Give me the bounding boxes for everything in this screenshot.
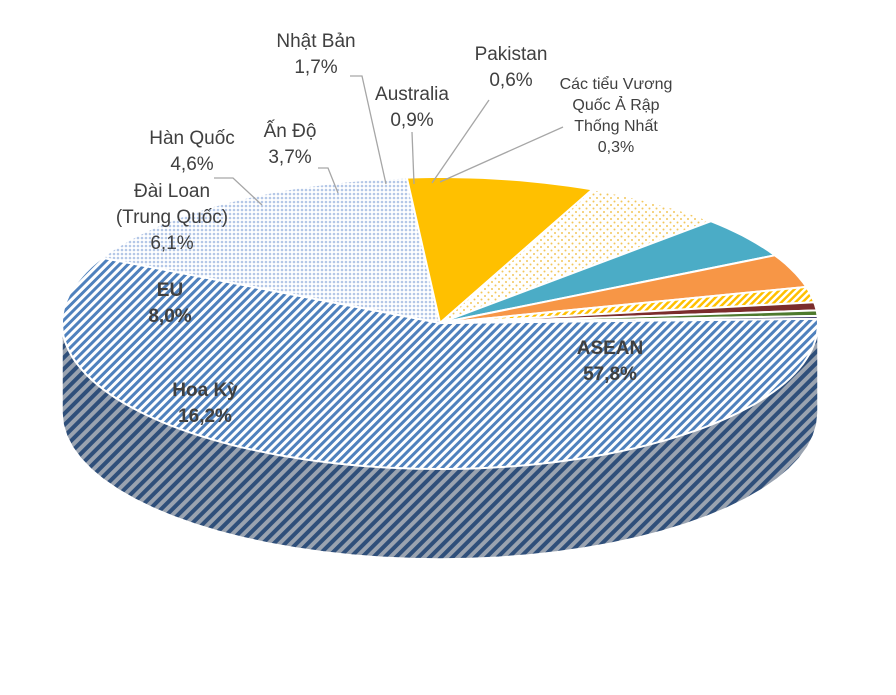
slice-name: Đài Loan bbox=[134, 181, 210, 202]
leader-line bbox=[439, 126, 564, 183]
pie-slice-hoa-k- bbox=[99, 176, 442, 325]
slice-name: Hoa Kỳ bbox=[172, 380, 238, 401]
slice-value: 8,0% bbox=[148, 306, 191, 327]
pie-slice-asean bbox=[60, 256, 820, 471]
slice-name: Pakistan bbox=[475, 44, 548, 65]
slice-label-asean: ASEAN 57,8% bbox=[577, 338, 644, 385]
slice-value: 0,3% bbox=[598, 139, 634, 156]
slice-value: 16,2% bbox=[178, 406, 232, 427]
slice-name: Australia bbox=[375, 84, 449, 105]
slice-label-australia: Australia 0,9% bbox=[375, 84, 449, 131]
slice-value: 6,1% bbox=[150, 233, 193, 254]
slice-value: 1,7% bbox=[294, 57, 337, 78]
slice-label-h-n-qu-c: Hàn Quốc 4,6% bbox=[149, 128, 235, 175]
slice-name: Các tiểu Vương bbox=[560, 75, 673, 93]
slice-label-c-c-ti-u-v-ng-qu-c-r-p-th-ng-nh-t: Các tiểu Vương Quốc Ả Rập Thống Nhất 0,3% bbox=[560, 75, 673, 156]
slice-value: 0,6% bbox=[489, 70, 532, 91]
slice-name: EU bbox=[157, 280, 183, 301]
slice-label-hoa-k-: Hoa Kỳ 16,2% bbox=[172, 380, 238, 427]
leader-line bbox=[350, 75, 387, 185]
slice-value: 0,9% bbox=[390, 110, 433, 131]
pie-slice--i-loan-trung-qu-c- bbox=[439, 188, 714, 324]
slice-label-pakistan: Pakistan 0,6% bbox=[475, 44, 548, 91]
slice-name: Nhật Bản bbox=[276, 31, 355, 52]
leader-line bbox=[411, 131, 415, 185]
slice-name: ASEAN bbox=[577, 338, 644, 359]
pie-slice--n- bbox=[439, 254, 809, 324]
pie-slice-eu bbox=[405, 176, 595, 325]
leader-line bbox=[318, 167, 339, 194]
slice-label-nh-t-b-n: Nhật Bản 1,7% bbox=[276, 31, 355, 78]
leader-line bbox=[431, 99, 490, 184]
slice-label--i-loan-trung-qu-c-: Đài Loan (Trung Quốc) 6,1% bbox=[116, 181, 228, 254]
slice-value: 4,6% bbox=[170, 154, 213, 175]
slice-value: 3,7% bbox=[268, 147, 311, 168]
slice-label--n-: Ấn Độ 3,7% bbox=[264, 120, 317, 168]
slice-name: (Trung Quốc) bbox=[116, 207, 228, 228]
slice-name: Thống Nhất bbox=[574, 118, 658, 135]
pie-slice-h-n-qu-c bbox=[439, 220, 778, 324]
slice-name: Quốc Ả Rập bbox=[572, 95, 659, 114]
pie-slice-c-c-ti-u-v-ng-qu-c-r-p-th-ng-nh-t bbox=[439, 314, 819, 324]
slice-name: Hàn Quốc bbox=[149, 128, 235, 149]
slice-label-eu: EU 8,0% bbox=[148, 280, 191, 327]
slice-value: 57,8% bbox=[583, 364, 637, 385]
slice-name: Ấn Độ bbox=[264, 120, 317, 142]
leader-line bbox=[214, 177, 263, 206]
